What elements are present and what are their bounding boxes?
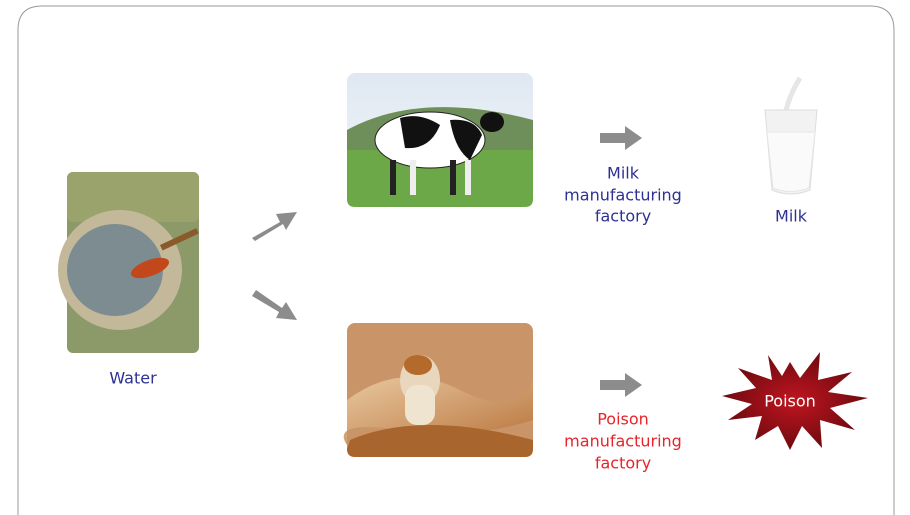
milk-image xyxy=(764,76,818,195)
process-label: manufacturing xyxy=(564,186,682,205)
water-image xyxy=(58,172,199,353)
process-label: Poison xyxy=(597,410,649,429)
arrow xyxy=(252,212,297,241)
process-label: manufacturing xyxy=(564,432,682,451)
process-label: Milk xyxy=(607,164,640,183)
node-label: Milk xyxy=(775,207,808,226)
process-label: factory xyxy=(595,454,651,473)
arrow xyxy=(600,373,642,397)
cow-image xyxy=(347,73,533,207)
frame xyxy=(17,5,895,515)
arrow xyxy=(600,126,642,150)
node-label: Poison xyxy=(764,392,816,411)
arrow xyxy=(252,290,297,320)
snake-image xyxy=(343,323,533,457)
process-label: factory xyxy=(595,207,651,226)
poison-burst xyxy=(722,352,868,450)
node-label: Water xyxy=(109,369,157,388)
